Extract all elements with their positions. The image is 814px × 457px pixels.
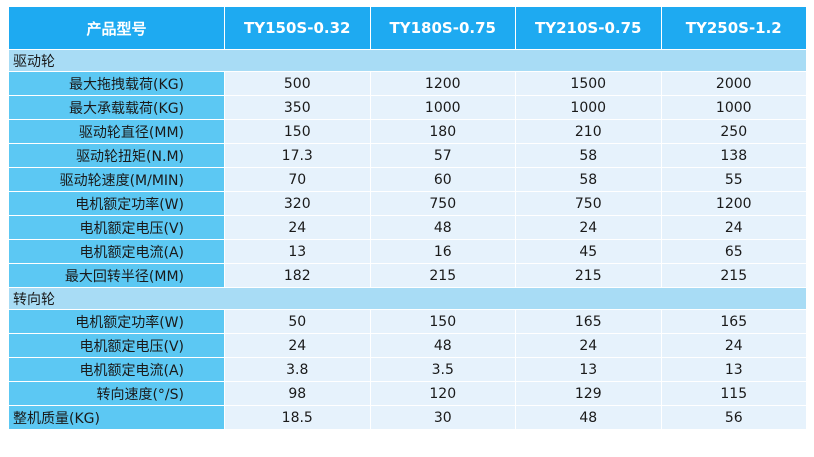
section-row-steering-wheel: 转向轮: [8, 287, 807, 310]
cell-value: 1000: [515, 95, 662, 120]
cell-value: 1200: [369, 71, 516, 96]
row-label: 驱动轮扭矩(N.M): [8, 143, 225, 168]
cell-value: 1000: [369, 95, 516, 120]
cell-value: 182: [224, 263, 371, 288]
cell-value: 1500: [515, 71, 662, 96]
row-label: 整机质量(KG): [8, 405, 225, 430]
cell-value: 120: [369, 381, 516, 406]
cell-value: 115: [660, 381, 807, 406]
model-header: TY250S-1.2: [660, 6, 807, 50]
table-row: 电机额定功率(W) 50 150 165 165: [8, 309, 807, 334]
cell-value: 13: [660, 357, 807, 382]
cell-value: 48: [369, 333, 516, 358]
cell-value: 129: [515, 381, 662, 406]
section-title: 转向轮: [8, 287, 807, 310]
table-row: 电机额定功率(W) 320 750 750 1200: [8, 191, 807, 216]
cell-value: 180: [369, 119, 516, 144]
cell-value: 750: [369, 191, 516, 216]
cell-value: 58: [515, 143, 662, 168]
cell-value: 2000: [660, 71, 807, 96]
row-label: 电机额定电压(V): [8, 333, 225, 358]
cell-value: 98: [224, 381, 371, 406]
spec-table: 产品型号 TY150S-0.32 TY180S-0.75 TY210S-0.75…: [8, 6, 807, 430]
cell-value: 13: [515, 357, 662, 382]
cell-value: 18.5: [224, 405, 371, 430]
cell-value: 24: [660, 333, 807, 358]
table-row: 驱动轮直径(MM) 150 180 210 250: [8, 119, 807, 144]
table-row: 驱动轮速度(M/MIN) 70 60 58 55: [8, 167, 807, 192]
row-label: 电机额定电压(V): [8, 215, 225, 240]
header-row: 产品型号 TY150S-0.32 TY180S-0.75 TY210S-0.75…: [8, 6, 807, 50]
cell-value: 13: [224, 239, 371, 264]
cell-value: 45: [515, 239, 662, 264]
cell-value: 24: [515, 333, 662, 358]
cell-value: 150: [369, 309, 516, 334]
cell-value: 1000: [660, 95, 807, 120]
cell-value: 70: [224, 167, 371, 192]
row-label: 驱动轮速度(M/MIN): [8, 167, 225, 192]
section-title: 驱动轮: [8, 49, 807, 72]
cell-value: 48: [369, 215, 516, 240]
table-row: 最大回转半径(MM) 182 215 215 215: [8, 263, 807, 288]
cell-value: 1200: [660, 191, 807, 216]
spec-table-container: 产品型号 TY150S-0.32 TY180S-0.75 TY210S-0.75…: [8, 6, 807, 430]
cell-value: 60: [369, 167, 516, 192]
cell-value: 57: [369, 143, 516, 168]
cell-value: 138: [660, 143, 807, 168]
cell-value: 320: [224, 191, 371, 216]
table-row: 最大承载载荷(KG) 350 1000 1000 1000: [8, 95, 807, 120]
cell-value: 16: [369, 239, 516, 264]
table-row: 电机额定电流(A) 13 16 45 65: [8, 239, 807, 264]
row-label: 电机额定电流(A): [8, 357, 225, 382]
row-label: 转向速度(°/S): [8, 381, 225, 406]
table-row-total-weight: 整机质量(KG) 18.5 30 48 56: [8, 405, 807, 430]
row-label: 最大回转半径(MM): [8, 263, 225, 288]
cell-value: 500: [224, 71, 371, 96]
cell-value: 48: [515, 405, 662, 430]
cell-value: 30: [369, 405, 516, 430]
row-label: 电机额定功率(W): [8, 191, 225, 216]
cell-value: 55: [660, 167, 807, 192]
cell-value: 215: [369, 263, 516, 288]
row-label: 驱动轮直径(MM): [8, 119, 225, 144]
cell-value: 3.8: [224, 357, 371, 382]
table-row: 电机额定电流(A) 3.8 3.5 13 13: [8, 357, 807, 382]
section-row-drive-wheel: 驱动轮: [8, 49, 807, 72]
row-label: 最大承载载荷(KG): [8, 95, 225, 120]
table-row: 转向速度(°/S) 98 120 129 115: [8, 381, 807, 406]
table-row: 电机额定电压(V) 24 48 24 24: [8, 215, 807, 240]
cell-value: 250: [660, 119, 807, 144]
cell-value: 165: [515, 309, 662, 334]
cell-value: 215: [515, 263, 662, 288]
cell-value: 210: [515, 119, 662, 144]
row-label: 电机额定电流(A): [8, 239, 225, 264]
model-header: TY210S-0.75: [515, 6, 662, 50]
cell-value: 17.3: [224, 143, 371, 168]
cell-value: 56: [660, 405, 807, 430]
cell-value: 24: [224, 215, 371, 240]
row-label: 电机额定功率(W): [8, 309, 225, 334]
cell-value: 24: [660, 215, 807, 240]
cell-value: 65: [660, 239, 807, 264]
cell-value: 24: [515, 215, 662, 240]
cell-value: 24: [224, 333, 371, 358]
cell-value: 3.5: [369, 357, 516, 382]
cell-value: 215: [660, 263, 807, 288]
cell-value: 750: [515, 191, 662, 216]
table-row: 最大拖拽载荷(KG) 500 1200 1500 2000: [8, 71, 807, 96]
cell-value: 165: [660, 309, 807, 334]
model-header: TY180S-0.75: [369, 6, 516, 50]
cell-value: 150: [224, 119, 371, 144]
cell-value: 350: [224, 95, 371, 120]
row-label: 最大拖拽载荷(KG): [8, 71, 225, 96]
cell-value: 58: [515, 167, 662, 192]
table-row: 驱动轮扭矩(N.M) 17.3 57 58 138: [8, 143, 807, 168]
header-label: 产品型号: [8, 6, 225, 50]
model-header: TY150S-0.32: [224, 6, 371, 50]
table-row: 电机额定电压(V) 24 48 24 24: [8, 333, 807, 358]
cell-value: 50: [224, 309, 371, 334]
